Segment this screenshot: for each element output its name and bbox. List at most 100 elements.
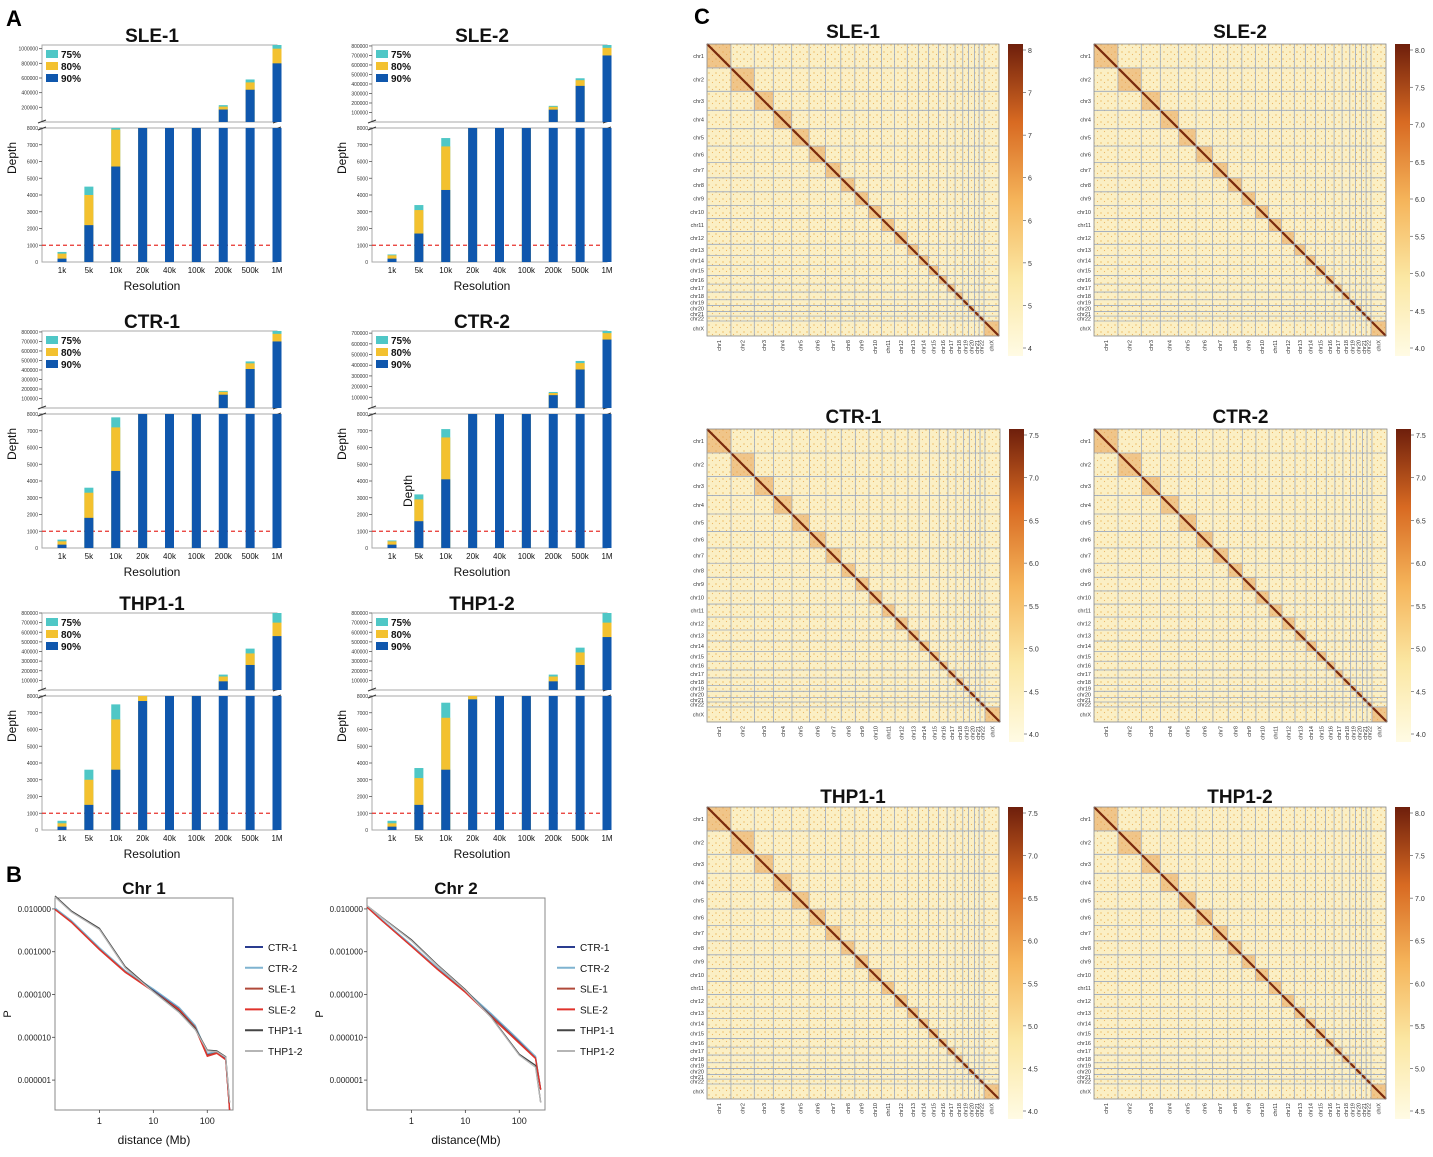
chrom-label-row: chr7: [693, 168, 704, 174]
chrom-label-row: chr4: [693, 880, 704, 886]
axis-break-mark: [367, 694, 377, 699]
chrom-label-row: chr19: [690, 1064, 704, 1070]
chrom-label-row: chr9: [1080, 960, 1091, 966]
chrom-label-col: chr12: [1287, 726, 1293, 740]
x-tick-label: 40k: [163, 834, 177, 843]
diagonal-band: [790, 890, 810, 910]
legend-label: 90%: [391, 360, 411, 371]
x-tick-label: 500k: [571, 266, 589, 275]
legend-label: 75%: [61, 618, 81, 629]
chrom-label-row: chr19: [1077, 1064, 1091, 1070]
chrom-label-col: chr9: [860, 340, 866, 351]
series-line-ctr-2: [366, 905, 542, 1090]
x-axis-label: Resolution: [124, 279, 181, 293]
chrom-label-col: chr2: [741, 1103, 747, 1114]
y-tick-label: 100000: [351, 678, 368, 684]
chrom-label-row: chr7: [1080, 931, 1091, 937]
diagonal-band: [1195, 530, 1214, 549]
bar-80pct: [57, 253, 67, 262]
y-axis-label: Depth: [335, 710, 349, 742]
bar-90pct: [57, 544, 67, 548]
y-tick-label: 800000: [21, 611, 38, 617]
y-tick-label: 2000: [27, 227, 38, 233]
chrom-label-row: chr19: [690, 686, 704, 692]
annotation-label: Depth: [401, 475, 415, 507]
chrom-label-col: chr17: [949, 340, 955, 354]
chrom-label-col: chr18: [957, 340, 963, 354]
chrom-label-col: chr17: [1336, 340, 1342, 354]
x-tick-label: 10: [460, 1116, 470, 1126]
chrom-label-row: chr3: [693, 862, 704, 868]
chrom-label-row: chr19: [690, 301, 704, 307]
diagonal-band: [840, 562, 857, 579]
chrom-label-col: chr10: [873, 726, 879, 740]
chrom-label-row: chr11: [1078, 609, 1091, 615]
diagonal-band: [937, 1037, 948, 1048]
colorbar-tick-label: 4.5: [1028, 1066, 1038, 1073]
chrom-label-row: chr19: [1077, 301, 1091, 307]
chrom-label-row: chr14: [1077, 644, 1091, 650]
chrom-label-col: chr22: [1367, 1103, 1373, 1117]
y-tick-label: 3000: [27, 210, 38, 216]
chrom-label-col: chr20: [970, 340, 976, 354]
chrom-label-row: chr21: [1077, 698, 1091, 704]
legend-swatch: [46, 642, 58, 650]
chrom-label-col: chr15: [1319, 726, 1325, 740]
chrom-label-row: chr10: [690, 210, 704, 216]
diagonal-band: [1354, 304, 1363, 313]
chrom-label-col: chr9: [860, 726, 866, 737]
diagonal-band: [824, 161, 842, 179]
colorbar-tick-label: 5.5: [1028, 981, 1038, 988]
chrom-label-row: chr17: [690, 672, 704, 678]
diagonal-band: [978, 1078, 985, 1085]
y-tick-label: 6000: [27, 728, 38, 734]
axes-frame: [366, 897, 546, 1111]
chrom-label-row: chr8: [1080, 568, 1091, 574]
chrom-label-col: chr4: [1167, 340, 1173, 351]
chrom-label-row: chr20: [690, 692, 704, 698]
y-tick-label: 7000: [357, 429, 368, 435]
series-line-sle-1: [366, 906, 542, 1090]
bar-90pct: [84, 225, 94, 262]
chrom-label-col: chr4: [1168, 726, 1174, 737]
y-tick-label: 0.000001: [330, 1076, 364, 1085]
chrom-label-row: chr7: [693, 554, 704, 560]
bar-90pct: [165, 128, 174, 262]
colorbar-tick-label: 4.5: [1029, 689, 1039, 696]
y-tick-label: 200000: [351, 385, 368, 391]
bar-90pct: [138, 701, 148, 830]
chrom-label-col: chr20: [970, 1103, 976, 1117]
chrom-label-row: chr3: [1080, 99, 1091, 105]
chrom-label-col: chr12: [899, 340, 905, 354]
y-tick-label: 0.000010: [330, 1033, 364, 1042]
diagonal-band: [974, 696, 981, 703]
chrom-label-row: chr8: [693, 568, 704, 574]
diagonal-band: [1342, 677, 1352, 687]
y-tick-label: 500000: [21, 640, 38, 646]
bar-90pct-lower-segment: [218, 696, 228, 830]
x-axis-label: Resolution: [454, 565, 511, 579]
x-tick-label: 1k: [388, 552, 397, 561]
y-tick-label: 200000: [21, 105, 38, 111]
chrom-label-row: chr17: [1077, 286, 1091, 292]
chrom-label-col: chr5: [1185, 1103, 1191, 1114]
bar-90pct: [414, 233, 424, 262]
chrom-label-row: chr14: [1077, 259, 1091, 265]
chrom-label-col: chr13: [1299, 726, 1305, 740]
chrom-label-col: chr19: [964, 340, 970, 354]
diagonal-band: [907, 629, 920, 642]
chrom-label-row: chr1: [693, 54, 704, 60]
legend-label: SLE-1: [268, 985, 296, 996]
chrom-label-row: chr22: [690, 1080, 704, 1086]
legend-swatch: [46, 630, 58, 638]
bar-chart-sle-1: SLE-1 1000 2000 3000 4000 5000 6000 7000 8000 0 20…: [5, 26, 283, 293]
diagonal-band: [1093, 43, 1119, 69]
chrom-label-row: chr19: [1077, 686, 1091, 692]
y-tick-label: 700000: [21, 339, 38, 345]
diagonal-band: [868, 590, 883, 605]
diagonal-band: [1293, 243, 1307, 257]
colorbar-tick-label: 6.5: [1029, 518, 1039, 525]
y-tick-label: 300000: [351, 374, 368, 380]
diagonal-band: [1315, 650, 1328, 663]
